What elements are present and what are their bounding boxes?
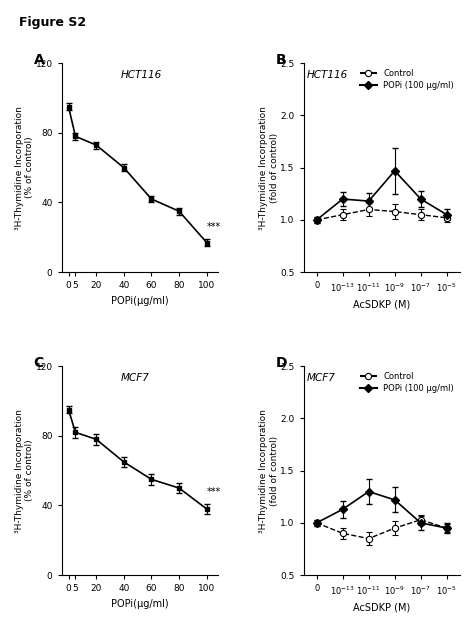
Text: C: C bbox=[34, 356, 44, 370]
Legend: Control, POPi (100 μg/ml): Control, POPi (100 μg/ml) bbox=[358, 370, 456, 394]
Text: D: D bbox=[275, 356, 287, 370]
Text: ***: *** bbox=[207, 222, 221, 233]
Text: MCF7: MCF7 bbox=[307, 373, 336, 383]
X-axis label: AcSDKP (M): AcSDKP (M) bbox=[353, 602, 410, 612]
Text: A: A bbox=[34, 52, 44, 67]
Text: MCF7: MCF7 bbox=[121, 373, 150, 383]
Text: HCT116: HCT116 bbox=[121, 70, 162, 80]
Text: B: B bbox=[275, 52, 286, 67]
Y-axis label: ³H-Thymidine Incorporation
(% of control): ³H-Thymidine Incorporation (% of control… bbox=[15, 409, 34, 533]
Text: HCT116: HCT116 bbox=[307, 70, 348, 80]
X-axis label: AcSDKP (M): AcSDKP (M) bbox=[353, 299, 410, 309]
Text: Figure S2: Figure S2 bbox=[19, 16, 86, 29]
Y-axis label: ³H-Thymidine Incorporation
(fold of control): ³H-Thymidine Incorporation (fold of cont… bbox=[259, 409, 279, 533]
X-axis label: POPi(μg/ml): POPi(μg/ml) bbox=[111, 296, 168, 306]
Legend: Control, POPi (100 μg/ml): Control, POPi (100 μg/ml) bbox=[358, 68, 456, 91]
Text: ***: *** bbox=[207, 487, 221, 497]
Y-axis label: ³H-Thymidine Incorporation
(fold of control): ³H-Thymidine Incorporation (fold of cont… bbox=[259, 106, 279, 229]
X-axis label: POPi(μg/ml): POPi(μg/ml) bbox=[111, 599, 168, 609]
Y-axis label: ³H-Thymidine Incorporation
(% of control): ³H-Thymidine Incorporation (% of control… bbox=[15, 106, 34, 229]
